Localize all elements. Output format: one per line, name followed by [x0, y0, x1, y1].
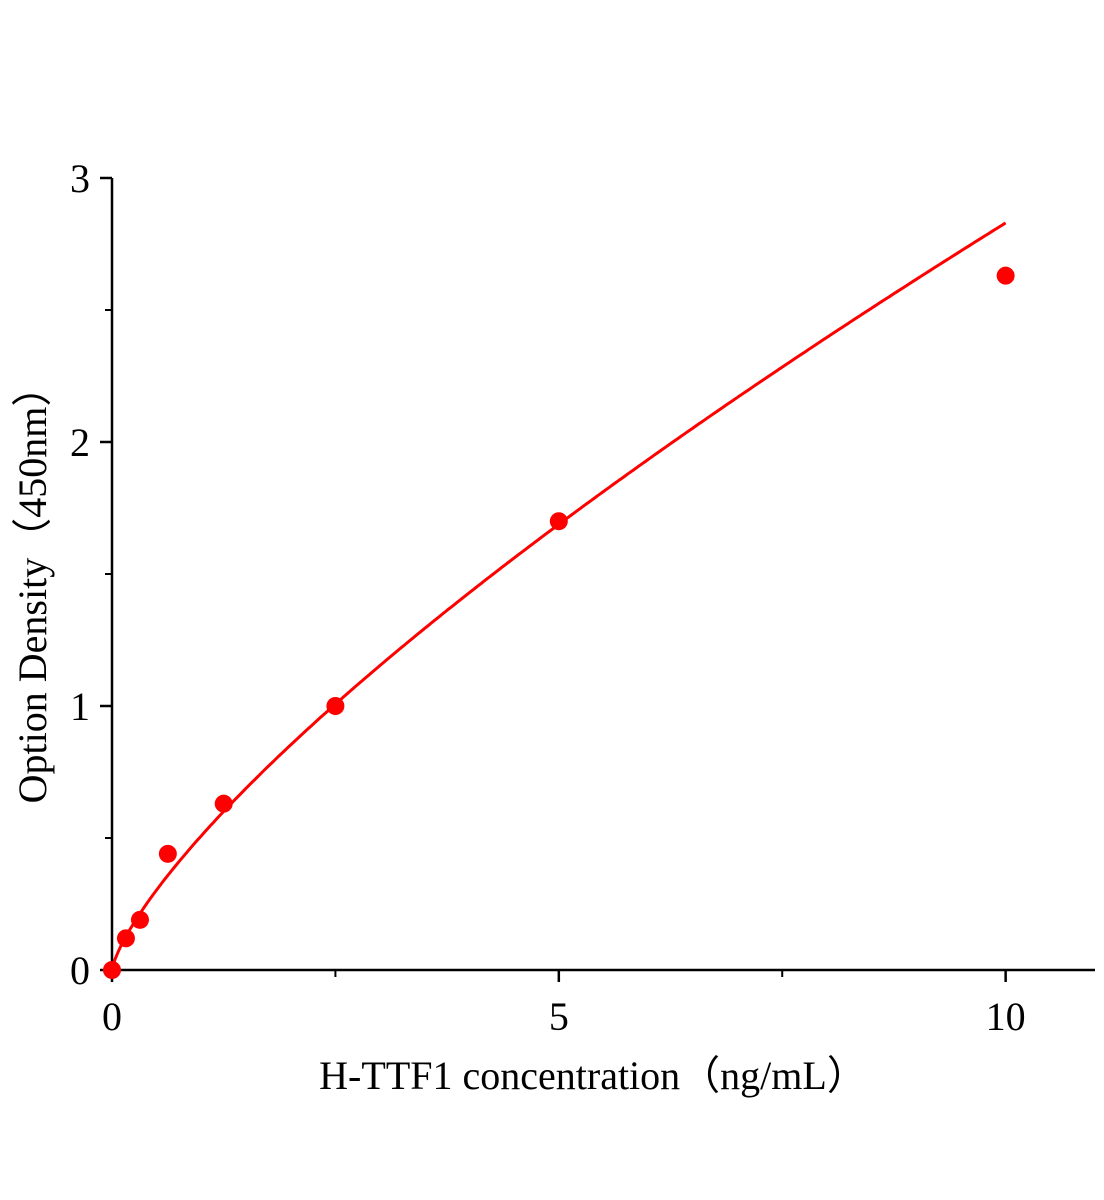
y-tick-label: 2 [70, 420, 90, 465]
y-tick-label: 1 [70, 684, 90, 729]
y-tick-label: 0 [70, 948, 90, 993]
data-point [130, 910, 149, 929]
axes: 0 5 10 0 1 2 3 [70, 156, 1095, 1039]
data-point [158, 844, 177, 863]
y-tick-label: 3 [70, 156, 90, 201]
x-axis-label: H-TTF1 concentration（ng/mL） [319, 1053, 867, 1098]
data-points [103, 266, 1015, 979]
data-point [103, 961, 121, 979]
x-tick-label: 0 [102, 994, 122, 1039]
x-tick-label: 5 [549, 994, 569, 1039]
x-tick-label: 10 [986, 994, 1026, 1039]
data-point [214, 794, 233, 813]
data-point [549, 512, 568, 531]
data-point [116, 929, 135, 948]
data-point [326, 697, 345, 715]
data-point [996, 266, 1015, 285]
y-axis-label: Option Density（450nm） [10, 367, 55, 804]
fit-curve [110, 221, 1007, 971]
